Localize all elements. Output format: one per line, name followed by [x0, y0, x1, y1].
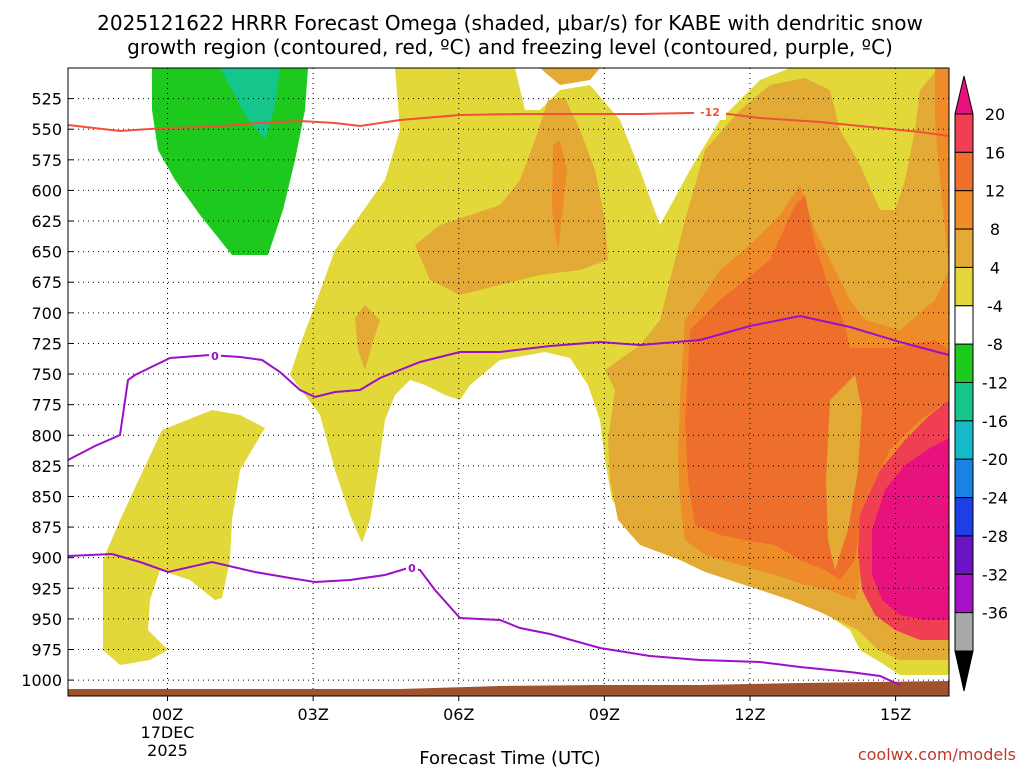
y-tick-label: 575 — [31, 151, 62, 170]
freezing-contour-lower — [68, 552, 901, 686]
y-tick-label: 550 — [31, 120, 62, 139]
dendritic-contour-red — [68, 112, 949, 137]
colorbar-label: -8 — [987, 335, 1003, 354]
freezing-contour-lower-label: 0 — [408, 562, 416, 575]
colorbar-swatch — [954, 113, 974, 153]
ground-surface — [68, 681, 949, 696]
credit-text: coolwx.com/models — [858, 745, 1016, 764]
chart-title-line1: 2025121622 HRRR Forecast Omega (shaded, … — [97, 11, 923, 35]
y-tick-label: 600 — [31, 181, 62, 200]
y-tick-label: 975 — [31, 640, 62, 659]
y-tick-label: 825 — [31, 457, 62, 476]
y-tick-label: 850 — [31, 487, 62, 506]
x-tick-label: 09Z — [589, 705, 620, 724]
x-tick-date: 17DEC — [141, 723, 195, 742]
chart-title-line2: growth region (contoured, red, ºC) and f… — [127, 35, 893, 59]
colorbar-label: 8 — [990, 220, 1000, 239]
y-tick-label: 725 — [31, 334, 62, 353]
freezing-contour-upper-label: 0 — [211, 350, 219, 363]
y-tick-label: 1000 — [21, 671, 62, 690]
grid-lines — [68, 68, 949, 696]
colorbar-swatch — [954, 190, 974, 230]
y-tick-label: 875 — [31, 518, 62, 537]
colorbar-swatch — [954, 228, 974, 268]
y-tick-label: 750 — [31, 365, 62, 384]
y-tick-label: 950 — [31, 610, 62, 629]
colorbar-swatch — [954, 535, 974, 575]
freezing-contour-upper — [68, 314, 949, 461]
colorbar-swatch — [954, 458, 974, 499]
x-tick-label: 15Z — [880, 705, 911, 724]
colorbar-label: -36 — [982, 604, 1008, 623]
omega-band-16-darkorange — [685, 195, 949, 580]
y-tick-label: 525 — [31, 90, 62, 109]
colorbar-bottom-arrow — [954, 650, 974, 692]
colorbar-label: -16 — [982, 412, 1008, 431]
colorbar-label: -28 — [982, 527, 1008, 546]
omega-pocket-gold — [826, 375, 862, 570]
colorbar-swatch — [954, 573, 974, 614]
x-tick-label: 00Z — [152, 705, 183, 724]
colorbar-swatch — [954, 497, 974, 537]
y-tick-label: 800 — [31, 426, 62, 445]
dendritic-contour-label: -12 — [700, 106, 720, 119]
x-tick-label: 12Z — [734, 705, 765, 724]
colorbar-label: 4 — [990, 258, 1000, 277]
colorbar-label: -32 — [982, 565, 1008, 584]
y-tick-label: 700 — [31, 304, 62, 323]
colorbar-swatch — [954, 151, 974, 192]
y-tick-label: 925 — [31, 579, 62, 598]
colorbar-swatch — [954, 305, 974, 345]
omega-band-4-yellow-left — [103, 410, 265, 665]
colorbar-top-arrow — [954, 75, 974, 115]
colorbar-label: 16 — [985, 143, 1005, 162]
colorbar-label: -12 — [982, 374, 1008, 393]
colorbar-label: -20 — [982, 450, 1008, 469]
colorbar-swatch — [954, 266, 974, 307]
x-tick-year: 2025 — [147, 741, 188, 760]
colorbar-label: 20 — [985, 105, 1005, 124]
colorbar-label: -24 — [982, 489, 1008, 508]
colorbar-swatch — [954, 612, 974, 652]
colorbar-label: -4 — [987, 297, 1003, 316]
colorbar: 20 16 12 8 4 -4 -8 -12 -16 -20 -24 -28 -32 -36 — [954, 75, 1008, 692]
y-tick-label: 775 — [31, 396, 62, 415]
y-tick-label: 625 — [31, 212, 62, 231]
plot-frame — [67, 67, 950, 697]
colorbar-swatch — [954, 420, 974, 460]
y-axis: 525 550 575 600 625 650 675 700 725 750 775 800 825 8… — [21, 90, 73, 690]
y-tick-label: 675 — [31, 273, 62, 292]
y-tick-label: 650 — [31, 243, 62, 262]
y-tick-label: 900 — [31, 549, 62, 568]
omega-band-24-magenta — [872, 438, 949, 620]
x-tick-label: 03Z — [297, 705, 328, 724]
colorbar-swatch — [954, 343, 974, 383]
x-tick-label: 06Z — [443, 705, 474, 724]
colorbar-swatch — [954, 382, 974, 422]
x-axis-label: Forecast Time (UTC) — [419, 748, 600, 768]
colorbar-label: 12 — [985, 182, 1005, 201]
plot-area: -12 0 0 — [68, 68, 949, 696]
